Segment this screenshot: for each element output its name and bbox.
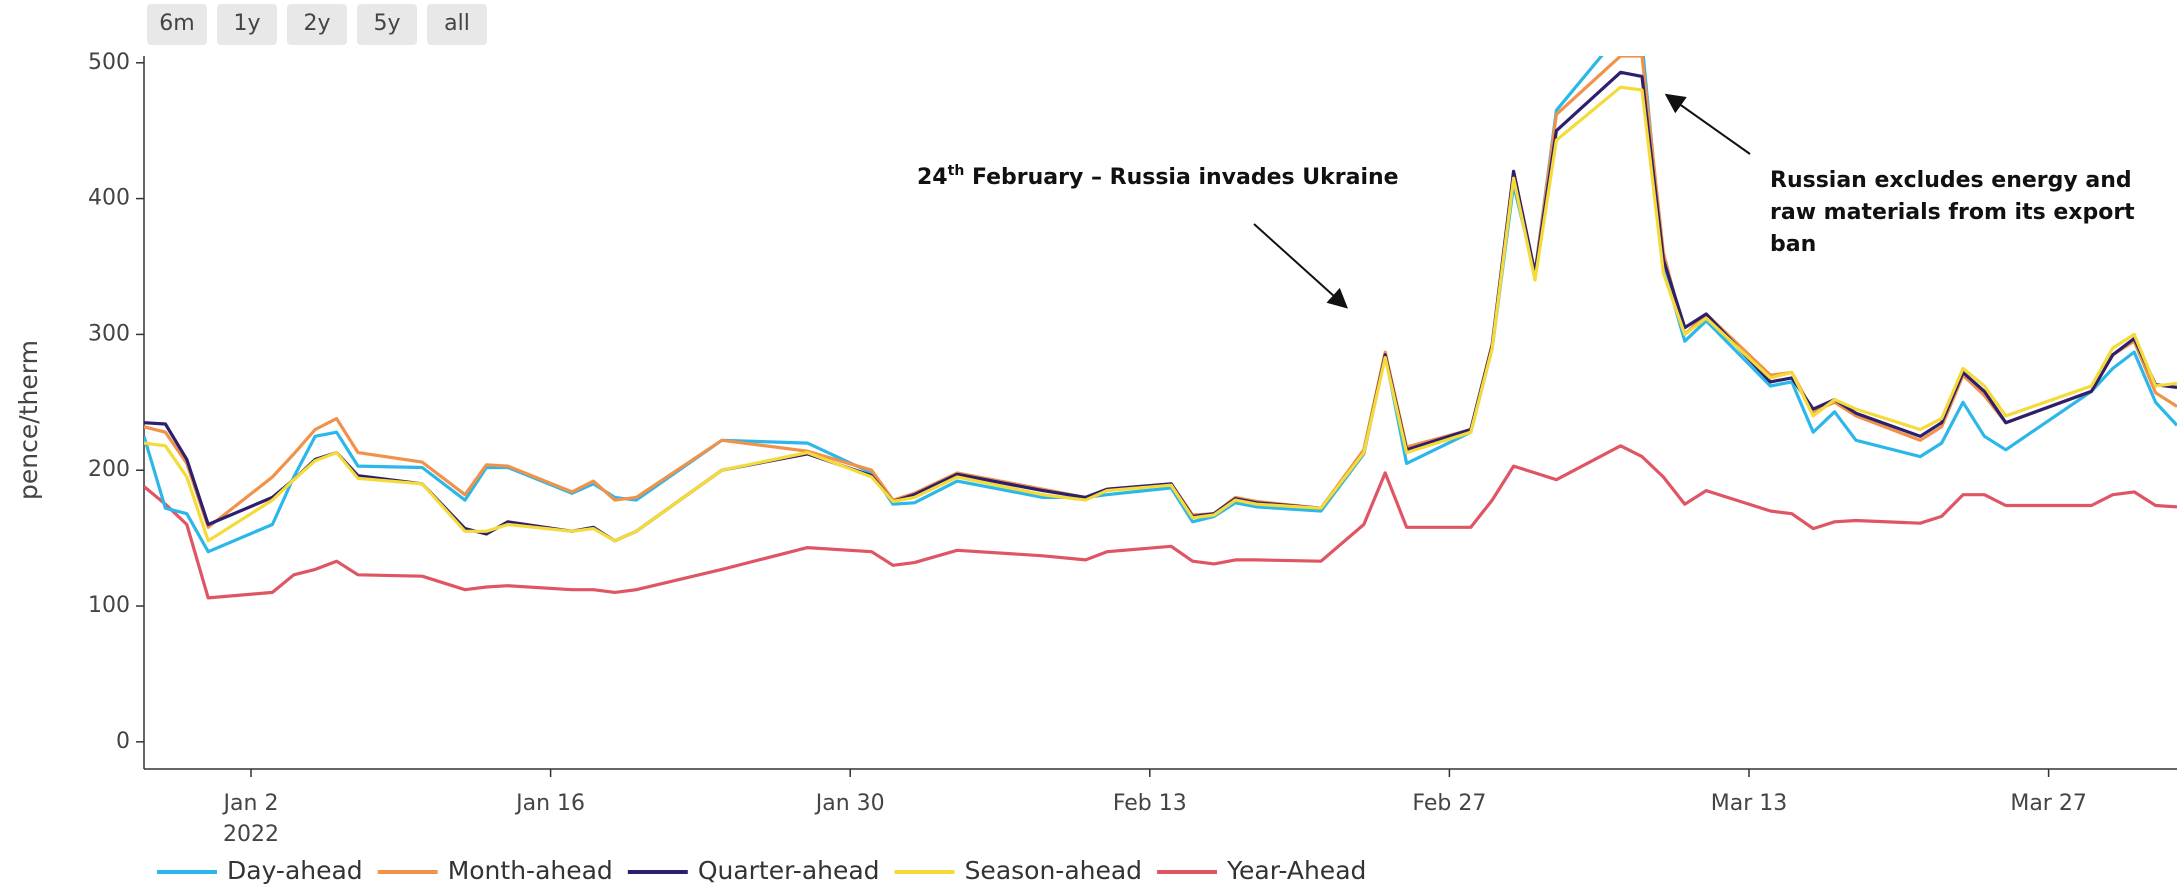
annotation-arrow	[1253, 223, 1348, 309]
range-button[interactable]: 6m	[147, 4, 207, 45]
x-tick-year: 2022	[223, 822, 279, 847]
x-tick-label: Jan 16	[514, 791, 585, 816]
annotation-line: raw materials from its export	[1770, 200, 2135, 225]
range-button-label[interactable]: 5y	[373, 11, 400, 36]
y-axis-label: pence/therm	[14, 340, 43, 500]
legend-label: Season-ahead	[965, 856, 1143, 885]
x-tick-label: Jan 2	[222, 791, 279, 816]
plot-area	[144, 56, 2177, 600]
y-tick-label: 500	[88, 50, 130, 75]
range-button[interactable]: all	[427, 4, 487, 45]
range-button-label[interactable]: 2y	[303, 11, 330, 36]
series-line	[144, 85, 2177, 543]
series-line	[144, 70, 2177, 543]
range-button-label[interactable]: all	[444, 11, 470, 36]
range-button[interactable]: 1y	[217, 4, 277, 45]
annotation-day: 24	[917, 165, 948, 190]
range-button-bg[interactable]	[427, 4, 487, 45]
range-button-label[interactable]: 6m	[159, 11, 194, 36]
range-button-bg[interactable]	[287, 4, 347, 45]
annotation-arrow	[1664, 93, 1751, 155]
x-tick-label: Feb 13	[1113, 791, 1187, 816]
range-button-bg[interactable]	[217, 4, 277, 45]
x-tick-label: Mar 13	[1711, 791, 1788, 816]
legend-label: Day-ahead	[227, 856, 363, 885]
annotation-text: February – Russia invades Ukraine	[964, 165, 1398, 190]
annotation-line: Russian excludes energy and	[1770, 168, 2132, 193]
legend-label: Year-Ahead	[1226, 856, 1366, 885]
series-line	[144, 444, 2177, 600]
range-button-label[interactable]: 1y	[233, 11, 260, 36]
annotation-suffix: th	[948, 163, 965, 179]
series-line	[144, 56, 2177, 529]
y-tick-label: 300	[88, 321, 130, 346]
annotation-line: ban	[1770, 232, 1816, 257]
y-tick-label: 100	[88, 593, 130, 618]
y-tick-label: 400	[88, 186, 130, 211]
range-button[interactable]: 2y	[287, 4, 347, 45]
legend-label: Quarter-ahead	[698, 856, 880, 885]
range-button[interactable]: 5y	[357, 4, 417, 45]
legend-label: Month-ahead	[448, 856, 613, 885]
y-tick-label: 0	[116, 729, 130, 754]
x-tick-label: Feb 27	[1412, 791, 1486, 816]
x-tick-label: Jan 30	[814, 791, 885, 816]
annotation: 24th February – Russia invades Ukraine	[917, 163, 1399, 190]
x-tick-label: Mar 27	[2010, 791, 2087, 816]
range-button-bg[interactable]	[147, 4, 207, 45]
series-line	[144, 56, 2177, 554]
y-tick-label: 200	[88, 457, 130, 482]
range-button-bg[interactable]	[357, 4, 417, 45]
